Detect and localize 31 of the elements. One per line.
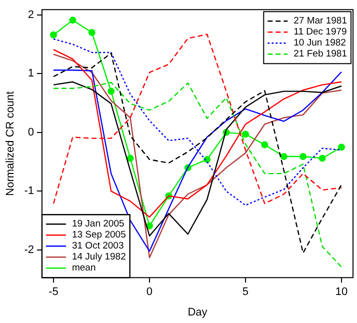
point — [69, 16, 76, 24]
point — [50, 31, 57, 38]
legend-label: 10 Jun 1982 — [294, 38, 346, 49]
point — [318, 154, 326, 162]
point — [242, 130, 249, 138]
legend-label: 11 Dec 1979 — [294, 26, 347, 38]
x-tick-label: -5 — [48, 286, 58, 298]
legend-label: 19 Jan 2005 — [72, 218, 124, 230]
legend-label: 13 Sep 2005 — [72, 230, 126, 241]
y-tick-label: -2 — [24, 244, 34, 256]
y-axis-title: Normalized CR count — [4, 91, 17, 196]
x-tick-label: 5 — [242, 286, 249, 298]
y-tick-label: 2 — [28, 8, 34, 21]
point — [88, 29, 96, 36]
legend-label: 27 Mar 1981 — [294, 16, 347, 27]
point — [126, 154, 134, 162]
legend-label: 21 Feb 1981 — [294, 48, 348, 60]
y-tick-label: -1 — [24, 185, 34, 198]
point — [261, 141, 268, 148]
legend-label: mean — [72, 262, 96, 274]
point — [300, 153, 307, 160]
point — [108, 88, 115, 95]
x-axis-title: Day — [188, 306, 208, 318]
point — [280, 153, 288, 160]
y-tick-label: 0 — [28, 126, 34, 138]
point — [338, 144, 345, 151]
x-tick-label: 0 — [146, 286, 153, 298]
x-tick-label: 10 — [335, 286, 348, 298]
legend-label: 14 July 1982 — [72, 252, 126, 263]
y-tick-label: 1 — [28, 68, 34, 80]
legend-label: 31 Oct 2003 — [72, 240, 124, 252]
